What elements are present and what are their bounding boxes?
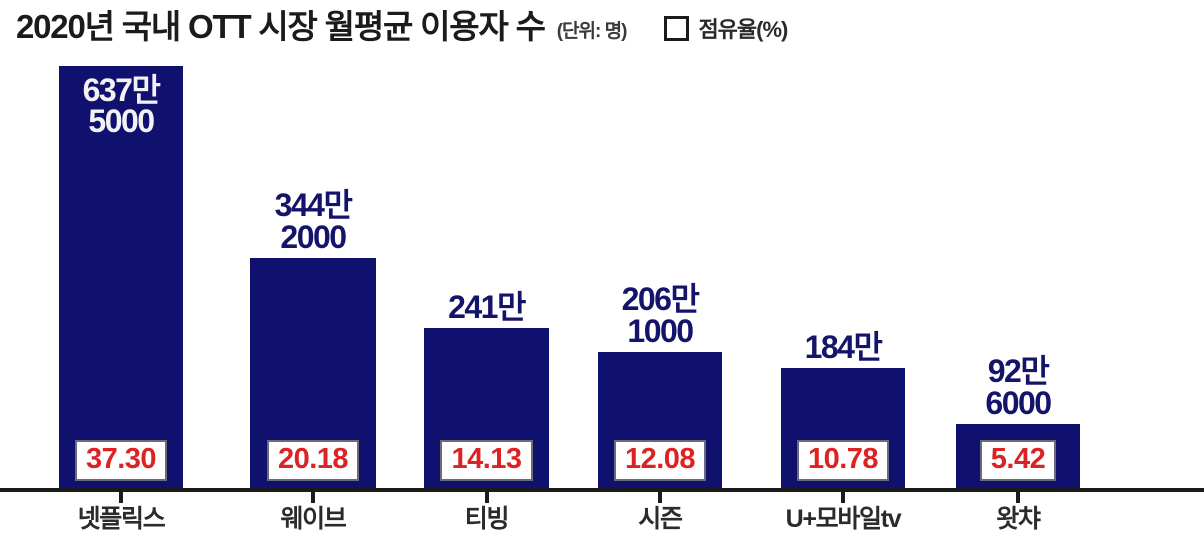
x-axis-category-label: 시즌 (638, 505, 683, 533)
x-axis-tick (119, 492, 123, 503)
bar-value-label: 241만 (448, 288, 526, 325)
bar-value-label: 184만 (804, 328, 883, 365)
chart-legend: 점유율(%) (664, 12, 788, 44)
bar[interactable]: 20.18 (250, 258, 376, 490)
bar-group: 637만 5000 37.30 (59, 52, 183, 490)
empty-square-icon (664, 15, 690, 41)
x-axis-tick (1016, 492, 1020, 503)
chart-header: 2020년 국내 OTT 시장 월평균 이용자 수 (단위: 명) 점유율(%) (0, 0, 1204, 52)
bar[interactable]: 5.42 (956, 424, 1080, 490)
bar-group: 241만 14.13 (424, 52, 549, 490)
x-axis-category-label: 왓챠 (996, 505, 1041, 533)
bar-group: 92만 6000 5.42 (956, 52, 1080, 490)
bar-value-label: 344만 2000 (274, 187, 353, 255)
bar-value-label: 92만 6000 (985, 353, 1052, 421)
bar-value-label: 206만 1000 (621, 281, 700, 349)
bar-group: 344만 2000 20.18 (250, 52, 376, 490)
bar-value-label: 637만 5000 (82, 72, 161, 140)
share-percent-badge: 14.13 (440, 440, 533, 481)
bar[interactable]: 12.08 (598, 352, 722, 490)
x-axis-tick (484, 492, 489, 503)
chart-title: 2020년 국내 OTT 시장 월평균 이용자 수 (16, 7, 546, 45)
share-percent-badge: 20.18 (266, 440, 360, 481)
x-axis-category-label: U+모바일tv (785, 505, 902, 533)
plot-area: 637만 5000 37.30 344만 2000 20.18 241만 14.13 206… (0, 52, 1204, 490)
bar[interactable]: 14.13 (424, 328, 549, 490)
share-percent-badge: 5.42 (979, 440, 1057, 481)
x-axis-category-label: 넷플릭스 (77, 505, 166, 533)
bar[interactable]: 10.78 (781, 368, 905, 490)
share-percent-badge: 37.30 (74, 440, 168, 481)
x-axis-category-label: 티빙 (464, 505, 510, 533)
x-axis-tick (841, 492, 845, 503)
x-axis-tick (311, 492, 315, 503)
x-axis-category-label: 웨이브 (280, 505, 346, 533)
bar-group: 206만 1000 12.08 (598, 52, 722, 490)
share-percent-badge: 10.78 (796, 440, 890, 481)
legend-item-label: 점유율(%) (698, 17, 788, 42)
chart-unit-note: (단위: 명) (556, 20, 628, 42)
bar[interactable]: 637만 5000 37.30 (59, 66, 183, 490)
bar-group: 184만 10.78 (781, 52, 905, 490)
x-axis-tick (658, 492, 662, 503)
share-percent-badge: 12.08 (613, 440, 707, 481)
x-axis-line (0, 488, 1204, 492)
